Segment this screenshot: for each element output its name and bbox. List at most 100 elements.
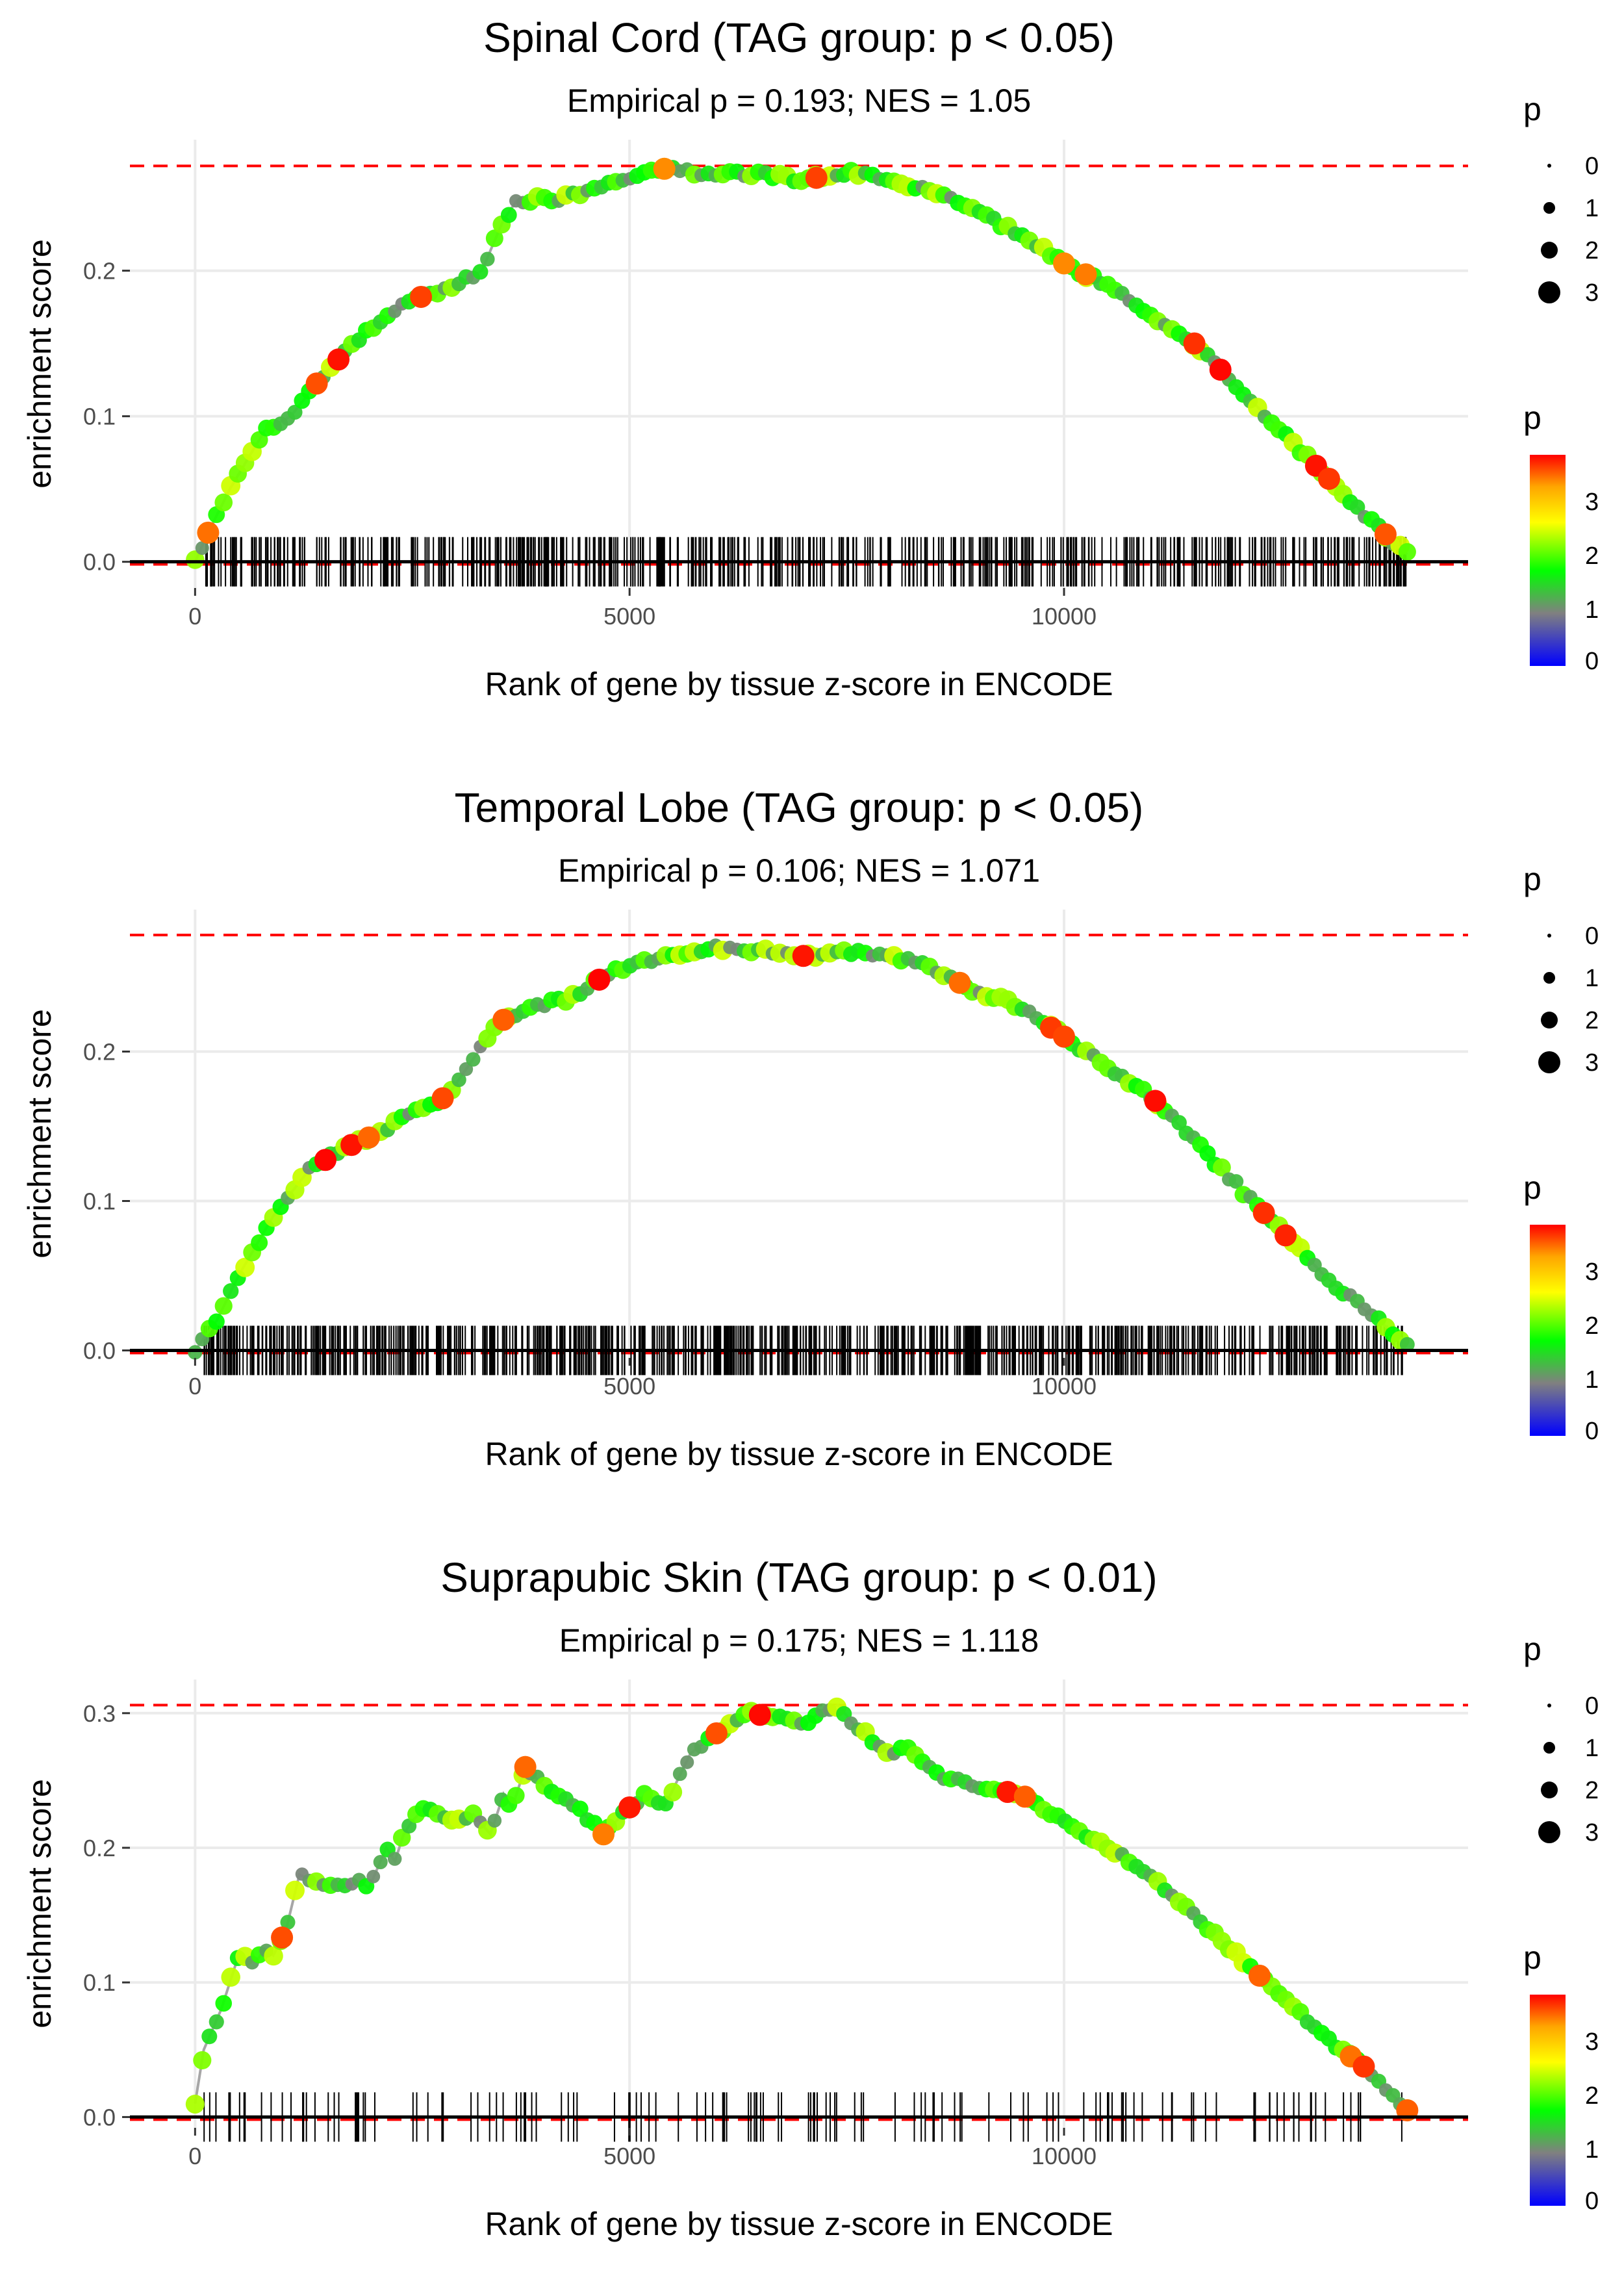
y-axis-label: enrichment score	[21, 1009, 58, 1258]
enrichment-point	[280, 1915, 296, 1930]
color-legend-label: 0	[1585, 2188, 1599, 2215]
highlight-point	[618, 1796, 641, 1819]
panel-spinal-cord: Spinal Cord (TAG group: p < 0.05) Empiri…	[21, 14, 1599, 702]
enrichment-point	[680, 1755, 694, 1769]
size-legend-label: 2	[1585, 237, 1599, 264]
highlight-point	[1317, 467, 1340, 490]
size-legend-label: 1	[1585, 965, 1599, 992]
highlight-point	[1374, 523, 1397, 546]
enrichment-point	[214, 1297, 233, 1315]
highlight-point	[1052, 1025, 1075, 1048]
enrichment-point	[209, 2014, 224, 2030]
y-tick-label: 0.1	[83, 1969, 116, 1996]
enrichment-point	[195, 541, 209, 556]
color-legend-label: 1	[1585, 2136, 1599, 2164]
enrichment-point	[285, 1880, 305, 1900]
x-tick-label: 10000	[1032, 2143, 1097, 2169]
enrichment-point	[185, 2095, 205, 2114]
highlight-point	[805, 166, 828, 189]
size-legend-label: 0	[1585, 1693, 1599, 1720]
size-legend-label: 1	[1585, 195, 1599, 222]
color-legend-title: p	[1523, 1169, 1542, 1206]
x-tick-label: 5000	[603, 1373, 655, 1399]
color-legend-label: 1	[1585, 1366, 1599, 1394]
panel-subtitle: Empirical p = 0.193; NES = 1.05	[567, 83, 1031, 119]
enrichment-point	[480, 251, 495, 267]
panel-title: Temporal Lobe (TAG group: p < 0.05)	[455, 784, 1144, 831]
highlight-point	[653, 157, 676, 180]
y-axis-label: enrichment score	[21, 239, 58, 489]
enrichment-point	[221, 1967, 240, 1987]
enrichment-point	[366, 1869, 381, 1884]
x-tick-label: 0	[188, 2143, 201, 2169]
y-tick-label: 0.0	[83, 2104, 116, 2130]
enrichment-point	[188, 1345, 203, 1360]
highlight-point	[492, 1008, 515, 1031]
size-legend-label: 0	[1585, 153, 1599, 180]
size-legend-label: 0	[1585, 923, 1599, 950]
highlight-point	[357, 1126, 380, 1149]
color-legend-label: 0	[1585, 1418, 1599, 1445]
enrichment-point	[214, 493, 233, 512]
size-legend-label: 2	[1585, 1777, 1599, 1804]
enrichment-point	[485, 229, 503, 248]
y-tick-label: 0.1	[83, 403, 116, 430]
size-legend-key-3	[1538, 1051, 1560, 1073]
highlight-point	[1183, 332, 1206, 355]
size-legend: p 0 1 2 3	[1523, 91, 1599, 307]
color-legend-title: p	[1523, 400, 1542, 436]
x-axis-label: Rank of gene by tissue z-score in ENCODE	[485, 1436, 1113, 1472]
enrichment-point	[223, 1283, 239, 1299]
size-legend-key-2	[1541, 1782, 1558, 1798]
enrichment-point	[208, 1313, 225, 1330]
panel-suprapubic-skin: Suprapubic Skin (TAG group: p < 0.01) Em…	[21, 1554, 1599, 2242]
highlight-point	[996, 1781, 1019, 1804]
enrichment-point	[387, 1852, 402, 1866]
size-legend-key-0	[1547, 164, 1551, 168]
y-tick-label: 0.2	[83, 1039, 116, 1066]
enrichment-line	[194, 1704, 1408, 2112]
y-tick-label: 0.1	[83, 1188, 116, 1215]
enrichment-point	[487, 1813, 502, 1828]
enrichment-point	[1213, 1158, 1231, 1177]
size-legend-key-0	[1547, 934, 1551, 938]
highlight-point	[514, 1756, 537, 1778]
plot-area: 0 5000 10000 0.0 0.1 0.2	[83, 910, 1468, 1399]
enrichment-line	[194, 945, 1408, 1351]
plot-area: 0 5000 10000 0.0 0.1 0.2 0.3	[83, 1680, 1468, 2169]
highlight-point	[1052, 252, 1075, 275]
highlight-point	[1352, 2055, 1375, 2078]
color-legend-label: 2	[1585, 543, 1599, 570]
y-tick-label: 0.3	[83, 1700, 116, 1727]
enrichment-point	[1399, 1336, 1415, 1352]
y-tick-label: 0.0	[83, 549, 116, 576]
size-legend-key-3	[1538, 281, 1560, 303]
highlight-point	[705, 1722, 728, 1744]
enrichment-point	[672, 1767, 687, 1782]
highlight-point	[1144, 1090, 1167, 1112]
size-legend-key-1	[1543, 1742, 1555, 1754]
enrichment-points	[186, 157, 1416, 569]
color-legend: p 3 2 1 0	[1523, 1169, 1599, 1445]
size-legend-key-1	[1543, 972, 1555, 984]
highlight-point	[1248, 1964, 1271, 1987]
highlight-point	[748, 1704, 771, 1726]
panel-subtitle: Empirical p = 0.106; NES = 1.071	[558, 852, 1040, 889]
color-legend-bar	[1530, 1995, 1566, 2206]
size-legend-key-0	[1547, 1704, 1551, 1707]
highlight-point	[792, 945, 815, 967]
x-tick-label: 5000	[603, 2143, 655, 2169]
plot-area: 0 5000 10000 0.0 0.1 0.2	[83, 140, 1468, 630]
size-legend-title: p	[1523, 861, 1542, 897]
y-tick-label: 0.2	[83, 258, 116, 285]
highlight-point	[588, 968, 611, 991]
enrichment-point	[186, 550, 205, 569]
highlight-point	[431, 1087, 454, 1110]
enrichment-point	[466, 1052, 481, 1067]
color-legend-label: 2	[1585, 1312, 1599, 1340]
enrichment-points	[185, 1697, 1419, 2122]
highlight-point	[197, 521, 220, 544]
enrichment-point	[392, 1828, 411, 1847]
enrichment-point	[663, 1782, 683, 1802]
